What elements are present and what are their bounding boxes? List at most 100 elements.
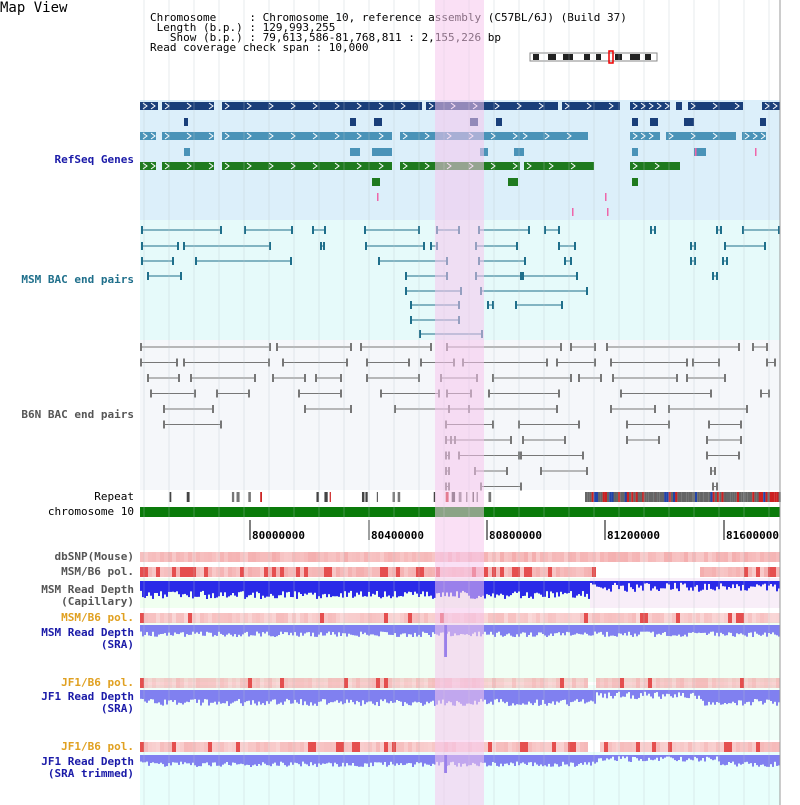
dbsnp-cell [332, 552, 336, 562]
b6n-bac-label[interactable]: B6N BAC end pairs [21, 408, 134, 421]
jf1-sra-depth-bar [766, 690, 768, 700]
jf1-trimmed-depth-bar [212, 755, 214, 763]
gene-arrow [632, 102, 638, 110]
jf1-trimmed-depth-bar [744, 755, 746, 763]
jf1-pol-cell [344, 678, 348, 688]
jf1-trim-pol-cell [656, 742, 660, 752]
refseq-genes-label[interactable]: RefSeq Genes [54, 153, 134, 166]
repeat-element [186, 492, 190, 502]
bac-end-marker [694, 257, 696, 265]
msm-sra-depth-bar [336, 625, 338, 637]
jf1-trimmed-depth-bar [312, 755, 314, 766]
jf1-sra-depth-bar [384, 690, 386, 700]
read-depth-tracks[interactable] [140, 581, 780, 773]
msm-sra-pol-cell [636, 613, 640, 623]
jf1-trimmed-depth-bar [308, 755, 310, 767]
dbsnp-cell [220, 552, 224, 562]
msm-pol-cell [248, 567, 252, 577]
jf1-sra-depth-bar [672, 690, 674, 698]
msm-sra-pol-cell [616, 613, 620, 623]
jf1-trimmed-depth-bar [692, 755, 694, 761]
msm-sra-pol-cell [772, 613, 776, 623]
msm-capillary-depth-bar [272, 581, 274, 596]
jf1-trim-pol-cell [772, 742, 776, 752]
repeat-element [397, 492, 401, 502]
jf1-sra-depth-bar [212, 690, 214, 703]
refseq-gene-small [650, 118, 658, 126]
gene-arrow [142, 132, 148, 140]
msm-capillary-depth-bar [342, 581, 344, 598]
msm-capillary-depth-bar [716, 581, 718, 587]
msm-b6-pol-label[interactable]: MSM/B6 pol. [61, 565, 134, 578]
gene-arrow [268, 102, 274, 110]
msm-sra-depth-bar [552, 625, 554, 636]
jf1-trimmed-depth-bar [358, 755, 360, 767]
msm-sra-pol-cell [624, 613, 628, 623]
dbsnp-cell [256, 552, 260, 562]
bac-end-marker [561, 301, 563, 309]
jf1-sra-depth-bar [198, 690, 200, 700]
jf1-sra-depth-bar [764, 690, 766, 703]
refseq-gene [630, 102, 670, 110]
msm-pol-cell [320, 567, 324, 577]
jf1-trimmed-depth-bar [374, 755, 376, 763]
msm-capillary-depth-bar [420, 581, 422, 595]
jf1-trimmed-depth-bar [688, 755, 690, 759]
msm-capillary-depth-bar [776, 581, 778, 592]
msm-bac-track[interactable] [141, 226, 780, 338]
msm-depth-capillary-label[interactable]: MSM Read Depth [41, 583, 134, 596]
refseq-gene [426, 102, 558, 110]
jf1-trimmed-depth-bar [256, 755, 258, 766]
jf1-trimmed-depth-bar [634, 755, 636, 757]
repeat-element [591, 492, 594, 502]
msm-capillary-depth-bar [740, 581, 742, 591]
jf1-trimmed-depth-bar [530, 755, 532, 763]
jf1-depth-sra-label[interactable]: JF1 Read Depth [41, 690, 134, 703]
msm-sra-pol-cell [176, 613, 180, 623]
chromosome-ideogram[interactable] [529, 50, 658, 64]
dbsnp-cell [420, 552, 424, 562]
jf1-pol-cell [284, 678, 288, 688]
dbsnp-label[interactable]: dbSNP(Mouse) [54, 550, 134, 563]
msm-sra-pol-cell [168, 613, 172, 623]
msm-b6-pol-sra-label[interactable]: MSM/B6 pol. [61, 611, 134, 624]
repeat-element [664, 492, 667, 502]
msm-sra-pol-cell [356, 613, 360, 623]
msm-sra-depth-bar [630, 625, 632, 636]
msm-capillary-depth-bar [380, 581, 382, 599]
jf1-b6-pol-label[interactable]: JF1/B6 pol. [61, 676, 134, 689]
jf1-sra-depth-bar [504, 690, 506, 704]
jf1-sra-depth-bar [528, 690, 530, 702]
jf1-trim-pol-cell [500, 742, 504, 752]
jf1-pol-cell [240, 678, 244, 688]
jf1-sra-depth-bar [520, 690, 522, 705]
msm-sra-depth-bar [208, 625, 210, 633]
msm-sra-pol-cell [380, 613, 384, 623]
msm-capillary-depth-bar [588, 581, 590, 599]
msm-depth-sra-label[interactable]: MSM Read Depth [41, 626, 134, 639]
jf1-trimmed-depth-bar [148, 755, 150, 766]
b6n-end-marker [340, 389, 342, 398]
jf1-pol-cell [488, 678, 492, 688]
msm-sra-depth-bar [496, 625, 498, 633]
msm-bac-label[interactable]: MSM BAC end pairs [21, 273, 134, 286]
repeat-element [659, 492, 662, 502]
msm-capillary-depth-bar [766, 581, 768, 591]
jf1-trimmed-depth-bar [140, 755, 142, 762]
jf1-sra-depth-bar [420, 690, 422, 703]
dbsnp-cell [200, 552, 204, 562]
jf1-pol-cell [196, 678, 200, 688]
jf1-sra-depth-bar [656, 690, 658, 693]
msm-capillary-depth-bar [344, 581, 346, 592]
jf1-trimmed-depth-bar [234, 755, 236, 763]
jf1-sra-depth-bar [288, 690, 290, 701]
repeat-element [248, 492, 251, 502]
dbsnp-cell [616, 552, 620, 562]
msm-sra-pol-cell [752, 613, 756, 623]
msm-sra-pol-cell [432, 613, 436, 623]
jf1-sra-depth-bar [364, 690, 366, 705]
jf1-depth-trimmed-label[interactable]: JF1 Read Depth [41, 755, 134, 768]
b6n-end-marker [740, 420, 742, 429]
jf1-b6-pol-trimmed-label[interactable]: JF1/B6 pol. [61, 740, 134, 753]
